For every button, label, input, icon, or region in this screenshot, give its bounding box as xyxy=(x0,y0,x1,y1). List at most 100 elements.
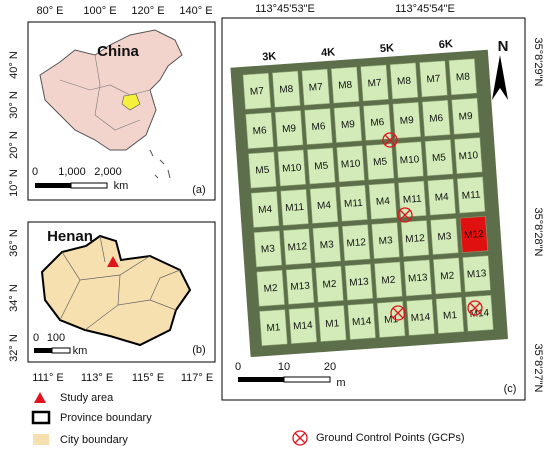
henan-outline xyxy=(40,234,192,347)
scale-bar xyxy=(34,348,52,353)
gcp-marker xyxy=(467,300,483,316)
plot-label: M5 xyxy=(314,161,329,173)
scale-unit: m xyxy=(336,377,345,389)
scale-label: 0 xyxy=(235,361,241,373)
plot xyxy=(376,300,406,338)
plot xyxy=(395,141,424,179)
lat-label: 10° N xyxy=(8,169,20,197)
lat-label: 35°8'29"N xyxy=(532,38,544,87)
plot-label: M13 xyxy=(408,272,429,284)
scale-bar xyxy=(283,376,331,383)
plot-label: M4 xyxy=(376,196,391,208)
plot-label: M8 xyxy=(397,76,412,88)
lon-label: 120° E xyxy=(131,5,164,17)
lat-label: 35°8'28"N xyxy=(532,208,544,257)
gcp-cross xyxy=(399,209,411,221)
plot-label: M14 xyxy=(352,316,373,328)
gcp-marker xyxy=(292,430,308,446)
plot xyxy=(347,303,376,340)
plot-label: M3 xyxy=(261,243,276,255)
plot-label: M7 xyxy=(308,82,323,94)
plot-label: M7 xyxy=(367,78,382,90)
field: M7 M8 M7 M8 M7 M8 M7 M8 M6 M9 M6 M9 M6 M9 M6 M9 M5 M10 M5 M… xyxy=(230,38,509,358)
plot xyxy=(318,305,347,342)
column-label: 6K xyxy=(438,38,453,51)
region-name: China xyxy=(97,43,139,60)
plot xyxy=(280,188,309,226)
plot xyxy=(430,218,459,255)
plot-label: M6 xyxy=(429,113,444,125)
plot-label: M11 xyxy=(285,202,305,214)
plot-label: M9 xyxy=(458,111,473,123)
plot-label: M12 xyxy=(287,241,308,253)
plot-label: M5 xyxy=(255,165,270,177)
lat-label: 40° N xyxy=(8,51,20,79)
plot-label: M11 xyxy=(403,194,423,206)
plot xyxy=(306,147,336,185)
plot xyxy=(312,226,341,264)
plot-label: M8 xyxy=(456,71,471,83)
plot xyxy=(288,307,318,345)
plot xyxy=(341,224,371,262)
lon-label: 117° E xyxy=(181,372,213,384)
gcp-cross xyxy=(392,307,404,319)
scale-label: 1,000 xyxy=(58,166,86,178)
plot-label: M3 xyxy=(319,239,334,251)
plot xyxy=(427,178,456,216)
plot xyxy=(454,137,483,175)
column-label: 5K xyxy=(380,42,395,55)
plot-label: M8 xyxy=(279,84,294,96)
plot-label: M10 xyxy=(458,150,479,162)
islands xyxy=(149,149,171,179)
plot-label: M12 xyxy=(464,229,485,241)
plot xyxy=(389,62,419,100)
plot xyxy=(419,60,448,98)
north-label: N xyxy=(498,38,509,55)
panel-tag: (c) xyxy=(504,383,517,395)
plot xyxy=(304,108,333,145)
plot xyxy=(272,70,301,108)
plot xyxy=(392,101,422,139)
plot-label: M6 xyxy=(311,121,326,133)
plot xyxy=(424,139,454,177)
lat-label: 34° N xyxy=(8,284,20,312)
plot xyxy=(256,269,285,307)
plot-label: M5 xyxy=(373,156,388,168)
plot-label: M1 xyxy=(384,314,399,326)
scale-label: 100 xyxy=(47,332,65,344)
scale-bar xyxy=(70,182,108,189)
legend-label: Study area xyxy=(60,392,114,404)
plot-label: M1 xyxy=(325,318,340,330)
column-label: 3K xyxy=(262,50,277,63)
plot xyxy=(400,220,430,257)
legend-triangle xyxy=(34,392,46,403)
plot-label: M14 xyxy=(411,312,432,324)
study-area-marker xyxy=(107,256,119,267)
plot xyxy=(253,230,283,268)
plot-label: M2 xyxy=(263,283,278,295)
gcp-legend-label: Ground Control Points (GCPs) xyxy=(316,432,465,444)
scale-unit: km xyxy=(73,345,88,357)
plot xyxy=(462,255,491,293)
lon-label: 80° E xyxy=(36,5,63,17)
gcp-marker xyxy=(397,207,413,223)
scale-unit: km xyxy=(114,180,129,192)
plot-label: M13 xyxy=(290,281,311,293)
plot-label: M1 xyxy=(266,322,281,334)
lon-label: 111° E xyxy=(32,372,64,384)
plot xyxy=(330,66,360,104)
plot xyxy=(283,228,312,266)
north-arrow xyxy=(492,55,508,100)
gcp-marker xyxy=(382,132,398,148)
plot-label: M11 xyxy=(344,198,364,210)
plot-label: M14 xyxy=(293,320,314,332)
plot-label: M10 xyxy=(282,162,303,174)
plot xyxy=(333,106,363,143)
legend-label: Province boundary xyxy=(60,412,152,424)
plot xyxy=(406,298,435,336)
scale-label: 20 xyxy=(324,361,336,373)
lon-label: 100° E xyxy=(83,5,116,17)
gcp-cross xyxy=(294,432,306,444)
panel-tag: (b) xyxy=(192,344,205,356)
